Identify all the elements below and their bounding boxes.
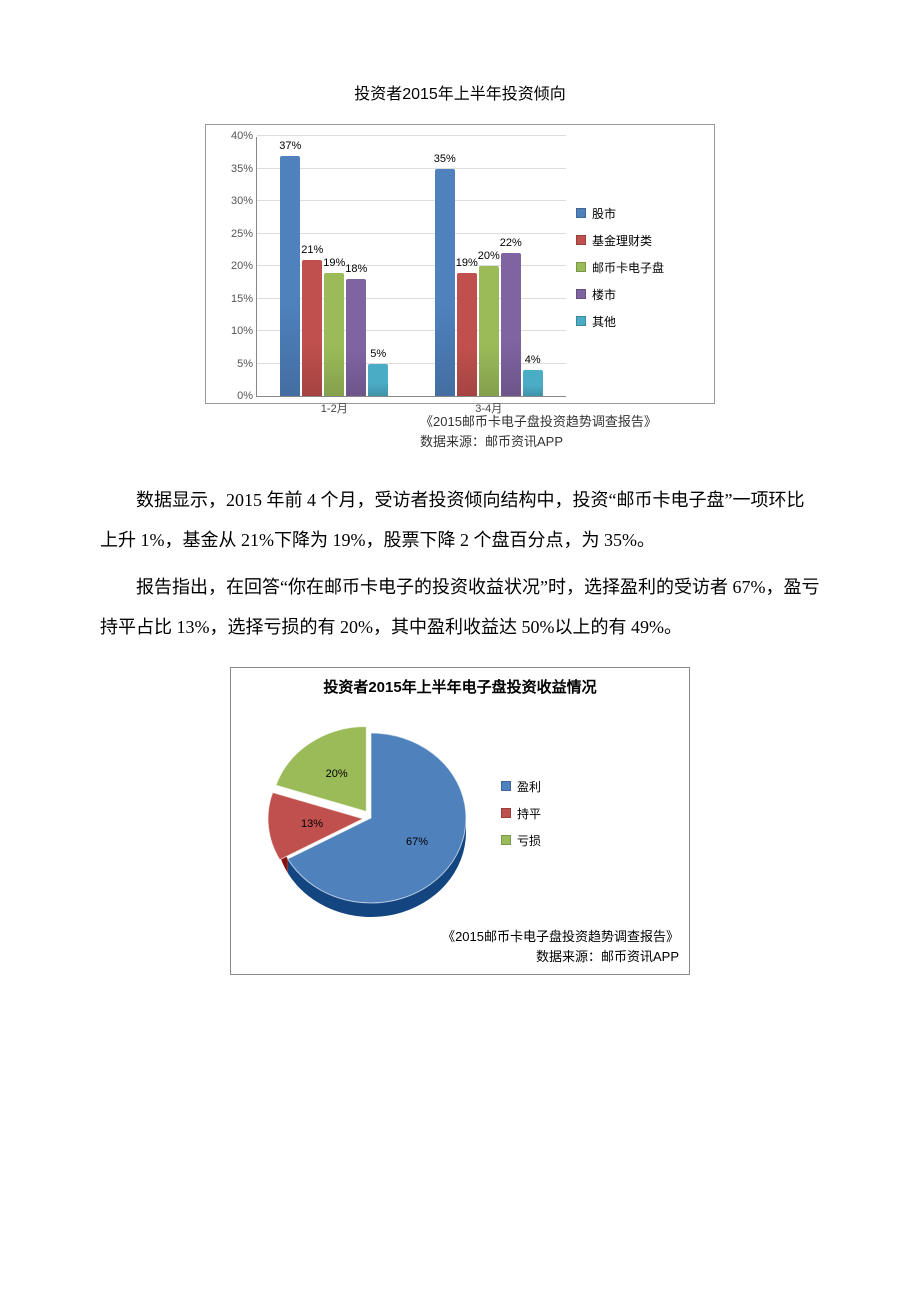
pie-slice-label: 67% [406, 836, 428, 848]
y-tick-label: 40% [217, 130, 253, 142]
legend-swatch [576, 289, 586, 299]
legend-swatch [576, 262, 586, 272]
pie-chart-title: 投资者2015年上半年电子盘投资收益情况 [241, 676, 679, 697]
legend-label: 盈利 [517, 778, 541, 795]
pie-chart-plot: 67% 13% 20% [241, 703, 501, 923]
legend-swatch [501, 835, 511, 845]
pie-chart: 投资者2015年上半年电子盘投资收益情况 67% 13% 20% 盈利持平亏损 《2… [230, 667, 690, 975]
y-tick-label: 15% [217, 293, 253, 305]
legend-item: 股市 [576, 205, 686, 222]
bar-value-label: 4% [525, 354, 541, 366]
legend-item: 其他 [576, 313, 686, 330]
legend-swatch [576, 208, 586, 218]
bar-chart-title: 投资者2015年上半年投资倾向 [100, 80, 820, 104]
y-tick-label: 0% [217, 390, 253, 402]
paragraph-1: 数据显示，2015 年前 4 个月，受访者投资倾向结构中，投资“邮币卡电子盘”一… [100, 481, 820, 560]
gridline [257, 135, 566, 136]
pie-slice-label: 20% [326, 768, 348, 780]
source-data-line: 数据来源：邮币资讯APP [241, 947, 679, 967]
y-tick-label: 35% [217, 163, 253, 175]
pie-chart-source: 《2015邮币卡电子盘投资趋势调查报告》 数据来源：邮币资讯APP [241, 927, 679, 966]
x-category-label: 3-4月 [412, 396, 567, 416]
legend-item: 基金理财类 [576, 232, 686, 249]
bar: 19% [324, 273, 344, 397]
bar: 22% [501, 253, 521, 396]
bar-value-label: 21% [301, 244, 323, 256]
bar-group: 37%21%19%18%5%1-2月 [257, 137, 412, 396]
bar-value-label: 20% [478, 250, 500, 262]
pie-chart-legend: 盈利持平亏损 [501, 778, 621, 849]
bar: 18% [346, 279, 366, 396]
bar: 37% [280, 156, 300, 397]
bar-group: 35%19%20%22%4%3-4月 [412, 137, 567, 396]
bar-chart-source: 《2015邮币卡电子盘投资趋势调查报告》 数据来源：邮币资讯APP [420, 412, 820, 451]
y-tick-label: 20% [217, 260, 253, 272]
bar-chart-legend: 股市基金理财类邮币卡电子盘楼市其他 [566, 137, 686, 397]
bar-value-label: 35% [434, 153, 456, 165]
bar-value-label: 37% [279, 140, 301, 152]
bar-chart-axes: 0%5%10%15%20%25%30%35%40%37%21%19%18%5%1… [256, 137, 566, 397]
y-tick-label: 30% [217, 195, 253, 207]
pie-slice-label: 13% [301, 818, 323, 830]
legend-label: 楼市 [592, 286, 616, 303]
bar-chart: 0%5%10%15%20%25%30%35%40%37%21%19%18%5%1… [205, 124, 715, 404]
source-data-line: 数据来源：邮币资讯APP [420, 432, 820, 452]
legend-swatch [576, 316, 586, 326]
legend-item: 盈利 [501, 778, 621, 795]
legend-label: 邮币卡电子盘 [592, 259, 664, 276]
legend-label: 基金理财类 [592, 232, 652, 249]
pie-svg [241, 703, 501, 923]
x-category-label: 1-2月 [257, 396, 412, 416]
bar: 20% [479, 266, 499, 396]
bar: 19% [457, 273, 477, 397]
legend-item: 邮币卡电子盘 [576, 259, 686, 276]
paragraph-2: 报告指出，在回答“你在邮币卡电子的投资收益状况”时，选择盈利的受访者 67%，盈… [100, 568, 820, 647]
legend-label: 持平 [517, 805, 541, 822]
legend-swatch [501, 781, 511, 791]
legend-item: 持平 [501, 805, 621, 822]
legend-item: 亏损 [501, 832, 621, 849]
source-report-line: 《2015邮币卡电子盘投资趋势调查报告》 [241, 927, 679, 947]
legend-item: 楼市 [576, 286, 686, 303]
y-tick-label: 5% [217, 358, 253, 370]
y-tick-label: 25% [217, 228, 253, 240]
legend-label: 亏损 [517, 832, 541, 849]
bar: 5% [368, 364, 388, 397]
legend-label: 其他 [592, 313, 616, 330]
legend-swatch [576, 235, 586, 245]
bar: 21% [302, 260, 322, 397]
legend-label: 股市 [592, 205, 616, 222]
body-text: 数据显示，2015 年前 4 个月，受访者投资倾向结构中，投资“邮币卡电子盘”一… [100, 481, 820, 647]
bar-value-label: 19% [456, 257, 478, 269]
legend-swatch [501, 808, 511, 818]
bar: 35% [435, 169, 455, 397]
bar-value-label: 5% [370, 348, 386, 360]
bar: 4% [523, 370, 543, 396]
y-tick-label: 10% [217, 325, 253, 337]
bar-value-label: 19% [323, 257, 345, 269]
bar-value-label: 22% [500, 237, 522, 249]
bar-value-label: 18% [345, 263, 367, 275]
